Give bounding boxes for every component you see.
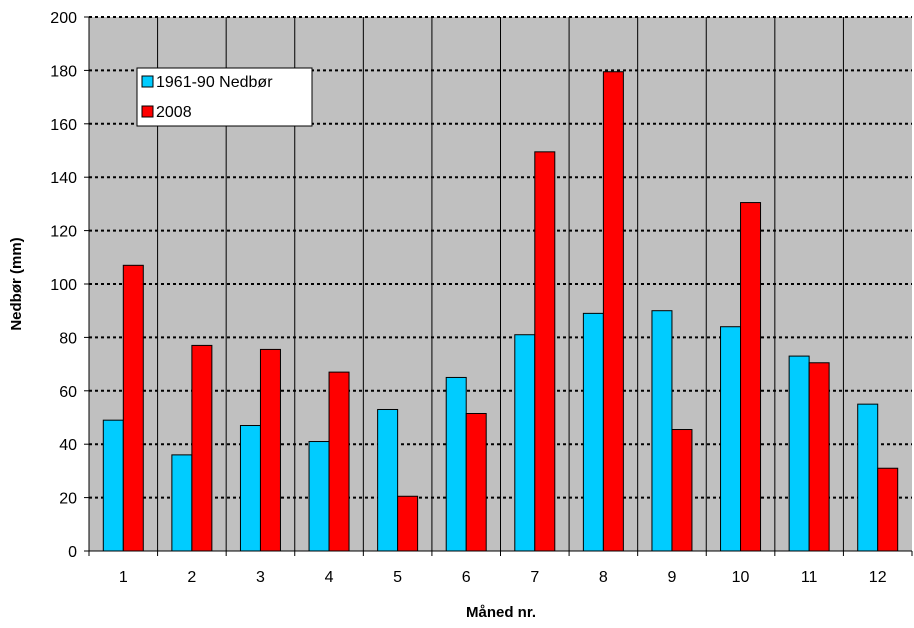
legend: 1961-90 Nedbør 2008 [136,67,313,127]
bar-baseline-2 [171,454,193,552]
y-tick-label: 180 [50,63,77,80]
bar-2008-11 [808,362,830,552]
y-tick-labels: 0 20 40 60 80 100 120 140 160 180 200 [50,10,77,561]
bar-baseline-10 [720,326,742,552]
y-tick-label: 200 [50,10,77,27]
axes [84,16,913,556]
bar-baseline-8 [582,312,604,552]
x-tick-label: 6 [462,569,471,586]
y-tick-label: 80 [59,330,77,347]
bar-2008-6 [465,412,487,552]
y-tick-label: 20 [59,491,77,508]
x-axis-title: Måned nr. [466,604,536,621]
y-tick-label: 100 [50,277,77,294]
legend-label-baseline: 1961-90 Nedbør [156,74,273,91]
bar-baseline-4 [308,441,330,552]
category-separators [157,17,844,551]
bar-2008-5 [397,495,419,552]
y-tick-label: 60 [59,384,77,401]
x-tick-label: 8 [599,569,608,586]
bar-2008-8 [602,71,624,552]
x-tick-label: 10 [732,569,750,586]
bar-baseline-12 [857,403,879,552]
bars [102,71,899,552]
legend-swatch-baseline [141,75,154,88]
bar-2008-12 [877,467,899,552]
x-tick-label: 1 [119,569,128,586]
x-tick-labels: 1 2 3 4 5 6 7 8 9 10 11 12 [119,569,887,586]
legend-label-2008: 2008 [156,104,192,121]
bar-2008-9 [671,429,693,552]
bar-baseline-9 [651,310,673,552]
bar-baseline-7 [514,334,536,552]
x-tick-label: 12 [869,569,887,586]
y-axis-title: Nedbør (mm) [8,237,25,330]
y-tick-label: 40 [59,437,77,454]
x-tick-label: 2 [187,569,196,586]
bar-2008-2 [191,344,213,552]
x-tick-label: 11 [801,569,818,586]
bar-2008-4 [328,371,350,552]
bar-baseline-1 [102,419,124,552]
bar-baseline-3 [239,425,261,552]
bar-baseline-11 [788,355,810,552]
x-tick-label: 7 [530,569,539,586]
legend-swatch-2008 [141,105,154,118]
legend-box [136,67,313,127]
x-tick-label: 3 [256,569,265,586]
bar-baseline-5 [377,408,399,552]
bar-2008-7 [534,151,556,552]
y-tick-label: 160 [50,117,77,134]
x-tick-label: 5 [393,569,402,586]
bar-2008-1 [122,264,144,552]
bar-2008-10 [740,202,762,552]
x-tick-label: 9 [668,569,677,586]
bar-baseline-6 [445,376,467,552]
bar-2008-3 [259,348,281,552]
y-tick-label: 120 [50,224,77,241]
y-tick-label: 140 [50,170,77,187]
x-tick-label: 4 [325,569,334,586]
y-tick-label: 0 [68,544,77,561]
